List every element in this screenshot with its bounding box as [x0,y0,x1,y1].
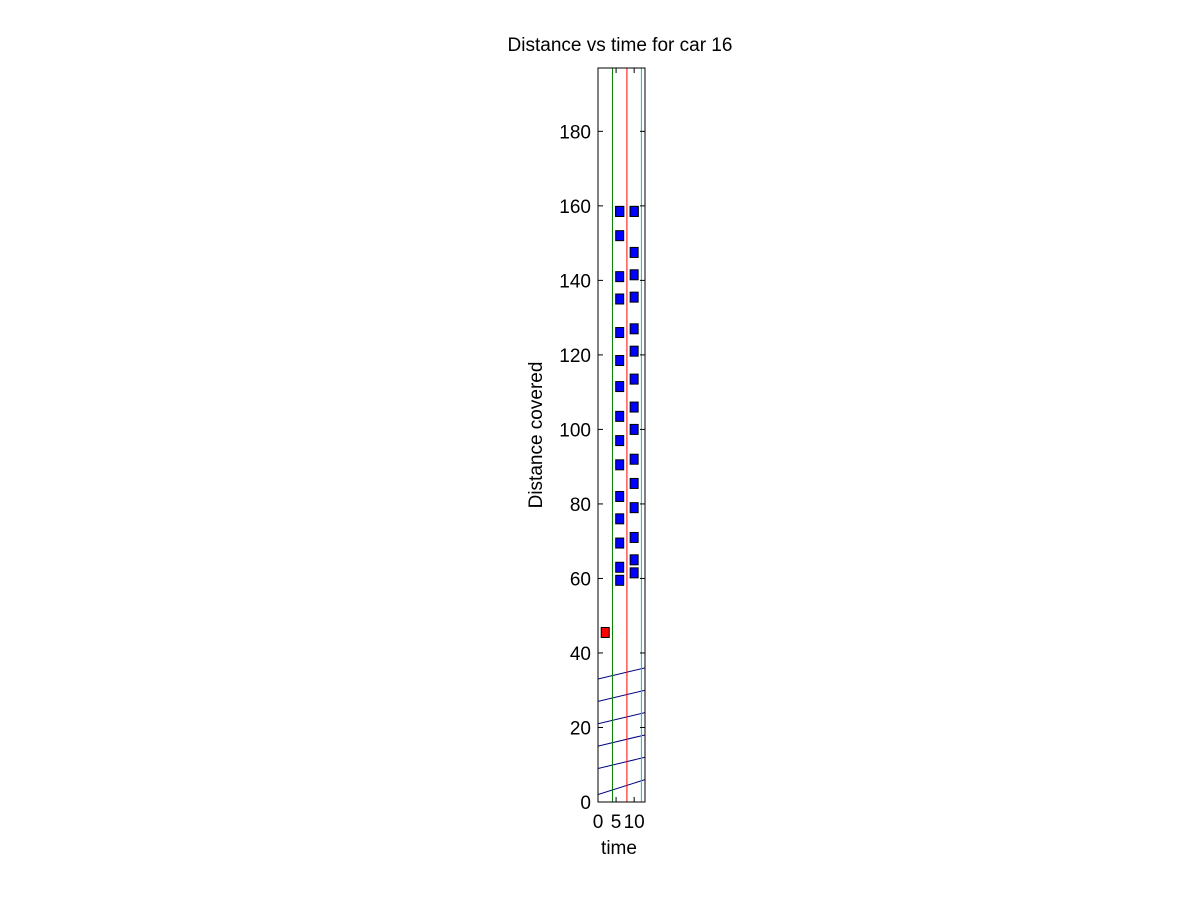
plot-area: 0 20 40 60 80 100 120 140 160 180 0 5 10 [559,67,646,833]
chart-title: Distance vs time for car 16 [508,35,733,56]
marker-series2-point-7 [615,435,625,447]
marker-series3-point-11 [629,323,639,335]
x-tick-label: 5 [611,812,622,833]
marker-series2-point-5 [615,490,625,502]
marker-series3-point-6 [629,453,639,465]
marker-series2-point-1 [615,574,625,586]
marker-series3-point-4 [629,502,639,514]
y-tick-label: 100 [559,420,591,441]
trajectory-line-1 [598,779,645,796]
y-axis-label: Distance covered [526,362,547,509]
marker-series2-point-8 [615,410,625,422]
marker-series2-point-6 [615,459,625,471]
data-layer [598,68,645,802]
y-tick-label: 80 [570,495,591,516]
marker-series2-point-4 [615,513,625,525]
trajectory-line-5 [598,689,645,702]
marker-series2-point-13 [615,271,625,283]
marker-series2-point-14 [615,230,625,242]
marker-series3-point-18 [629,205,639,217]
trajectory-line-4 [598,712,645,725]
y-tick-label: 60 [570,569,591,590]
trajectory-line-2 [598,756,645,769]
marker-series1-point-1 [600,626,610,638]
y-tick-label: 0 [580,793,591,814]
y-tick-label: 180 [559,122,591,143]
axes-box [597,67,646,803]
trajectory-line-6 [598,667,645,680]
marker-series2-point-17 [615,205,625,217]
marker-series2-point-9 [615,381,625,393]
y-tick-label: 120 [559,346,591,367]
marker-series3-point-14 [629,246,639,258]
marker-series3-point-5 [629,477,639,489]
marker-series3-point-1 [629,567,639,579]
y-tick-label: 160 [559,197,591,218]
marker-series3-point-10 [629,345,639,357]
marker-series2-point-12 [615,293,625,305]
marker-series3-point-12 [629,291,639,303]
axes-background [598,68,645,802]
marker-series2-point-3 [615,537,625,549]
marker-series3-point-9 [629,373,639,385]
marker-series2-point-2 [615,561,625,573]
marker-series3-point-3 [629,531,639,543]
marker-series3-point-7 [629,423,639,435]
x-axis-label: time [601,838,637,859]
marker-series2-point-10 [615,354,625,366]
x-tick-label: 10 [624,812,645,833]
trajectory-line-3 [598,734,645,747]
marker-series3-point-2 [629,554,639,566]
y-tick-label: 20 [570,718,591,739]
y-tick-label: 40 [570,644,591,665]
marker-series3-point-13 [629,269,639,281]
x-tick-label: 0 [593,812,604,833]
marker-series2-point-11 [615,327,625,339]
y-tick-label: 140 [559,271,591,292]
marker-series3-point-8 [629,401,639,413]
